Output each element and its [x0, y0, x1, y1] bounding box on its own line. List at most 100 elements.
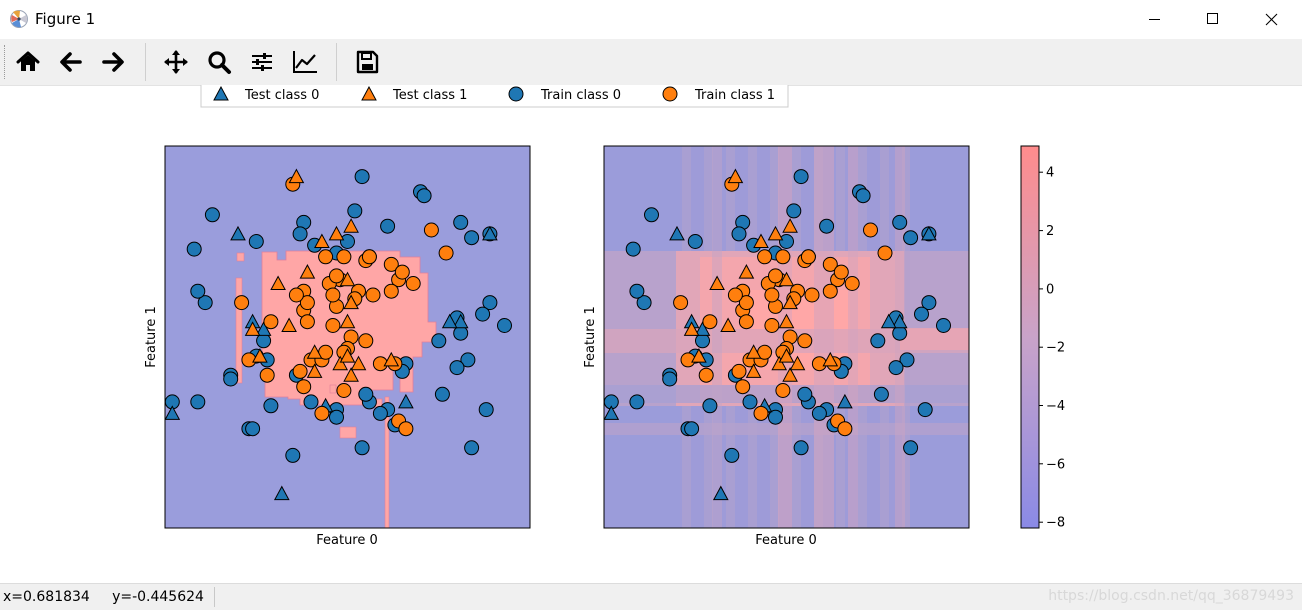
left-point-test-class-1 — [383, 351, 400, 367]
right-point-train-class-1 — [822, 256, 838, 272]
right-point-train-class-1 — [837, 421, 853, 437]
right-point-train-class-0 — [629, 394, 645, 410]
legend-marker-test-class-1 — [361, 85, 377, 101]
close-icon — [1265, 13, 1278, 26]
right-point-train-class-0 — [731, 226, 747, 242]
right-point-test-class-1 — [709, 275, 725, 290]
left-point-test-class-1 — [350, 355, 367, 371]
left-point-train-class-1 — [325, 287, 341, 303]
colorbar-tick-label: 0 — [1046, 282, 1054, 297]
right-point-train-class-0 — [797, 386, 813, 402]
right-point-test-class-1 — [745, 344, 762, 359]
left-point-train-class-0 — [223, 371, 239, 387]
colorbar-gradient — [1020, 145, 1040, 529]
minimize-button[interactable] — [1126, 0, 1184, 39]
left-point-train-class-0 — [358, 386, 374, 402]
pan-button[interactable] — [161, 47, 191, 77]
left-point-train-class-1 — [296, 379, 312, 395]
left-point-train-class-0 — [197, 295, 213, 311]
magnifier-icon — [208, 51, 231, 74]
close-button[interactable] — [1242, 0, 1300, 39]
right-point-train-class-1 — [764, 287, 780, 303]
figure-svg: Test class 0 Test class 1 Train class 0 … — [144, 81, 1065, 548]
right-point-train-class-0 — [636, 295, 652, 311]
left-point-test-class-1 — [288, 168, 305, 184]
left-point-train-class-1 — [398, 421, 414, 437]
left-point-train-class-0 — [329, 409, 344, 425]
right-point-train-class-0 — [936, 318, 951, 333]
maximize-button[interactable] — [1184, 0, 1242, 39]
customize-button[interactable] — [290, 47, 320, 77]
left-point-train-class-1 — [365, 287, 381, 303]
left-point-train-class-0 — [340, 234, 355, 249]
right-point-test-class-1 — [778, 271, 795, 287]
right-point-test-class-1 — [778, 313, 795, 329]
save-button[interactable] — [352, 47, 382, 77]
home-button[interactable] — [13, 47, 43, 77]
left-point-train-class-1 — [336, 383, 352, 398]
right-point-train-class-0 — [687, 234, 703, 249]
right-point-train-class-1 — [698, 367, 714, 383]
matplotlib-app-icon — [10, 10, 28, 28]
left-point-train-class-0 — [431, 333, 447, 349]
right-point-test-class-1 — [767, 225, 784, 241]
left-point-test-class-1 — [306, 363, 323, 378]
right-point-train-class-1 — [735, 379, 751, 395]
left-point-train-class-1 — [423, 222, 439, 238]
left-point-test-class-1 — [339, 348, 356, 363]
left-point-train-class-0 — [460, 352, 476, 368]
right-point-test-class-1 — [782, 294, 798, 310]
legend-label-test-class-1: Test class 1 — [392, 88, 467, 103]
forward-button[interactable] — [98, 47, 128, 77]
floppy-icon — [356, 50, 379, 74]
status-separator — [214, 587, 215, 607]
legend-label-train-class-1: Train class 1 — [694, 88, 775, 103]
colorbar: 4 2 0 −2 −4 −6 −8 — [1020, 145, 1065, 531]
left-point-train-class-1 — [292, 363, 308, 379]
right-scatter-points — [603, 168, 951, 501]
right-point-train-class-1 — [877, 245, 893, 261]
zoom-button[interactable] — [204, 47, 234, 77]
left-point-test-class-0 — [255, 321, 272, 336]
left-point-train-class-0 — [453, 325, 469, 341]
left-point-train-class-1 — [318, 249, 334, 265]
right-point-train-class-0 — [917, 402, 933, 418]
left-point-train-class-0 — [303, 394, 319, 410]
toolbar-grip[interactable] — [4, 45, 8, 79]
right-point-train-class-0 — [870, 333, 886, 349]
left-point-test-class-1 — [244, 321, 261, 336]
right-point-train-class-1 — [804, 287, 820, 303]
left-point-test-class-0 — [441, 313, 458, 329]
right-point-train-class-1 — [731, 363, 747, 379]
back-button[interactable] — [56, 47, 86, 77]
right-point-train-class-0 — [892, 214, 908, 230]
left-point-train-class-1 — [299, 314, 315, 330]
left-point-train-class-0 — [497, 318, 512, 333]
right-point-test-class-1 — [745, 363, 762, 378]
cursor-coordinates: x=0.681834 y=-0.445624 — [3, 589, 204, 605]
left-point-train-class-1 — [259, 367, 275, 383]
right-point-train-class-0 — [903, 440, 919, 456]
left-point-train-class-0 — [482, 295, 498, 311]
left-point-test-class-0 — [230, 225, 246, 241]
left-axes: Feature 0 Feature 1 — [144, 145, 531, 548]
right-point-train-class-0 — [793, 440, 809, 456]
left-point-train-class-1 — [394, 264, 410, 280]
left-point-test-class-1 — [339, 271, 356, 287]
sliders-icon — [252, 53, 272, 71]
left-point-train-class-0 — [292, 226, 308, 242]
home-icon — [16, 51, 40, 71]
left-point-train-class-1 — [288, 287, 304, 303]
right-point-train-class-0 — [662, 371, 678, 387]
right-point-train-class-0 — [888, 360, 904, 376]
colorbar-tick-label: 2 — [1046, 224, 1054, 239]
right-point-train-class-0 — [702, 398, 718, 414]
right-point-test-class-1 — [782, 218, 798, 233]
subplots-button[interactable] — [247, 47, 277, 77]
right-point-train-class-0 — [625, 241, 641, 257]
right-point-test-class-1 — [753, 233, 769, 248]
right-point-test-class-0 — [669, 225, 685, 241]
left-point-train-class-0 — [354, 440, 370, 456]
figure-canvas[interactable]: Test class 0 Test class 1 Train class 0 … — [0, 81, 1302, 583]
left-point-train-class-0 — [354, 169, 370, 185]
